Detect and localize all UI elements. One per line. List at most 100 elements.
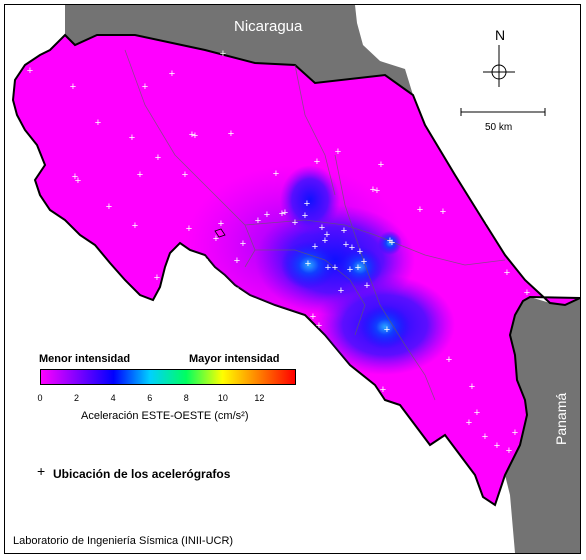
station-marker: + xyxy=(324,229,330,241)
station-marker: + xyxy=(273,168,279,180)
station-marker: + xyxy=(389,237,395,249)
north-arrow xyxy=(483,45,515,87)
station-marker: + xyxy=(106,201,112,213)
credit-text: Laboratorio de Ingeniería Sísmica (INII-… xyxy=(13,535,234,547)
station-marker: + xyxy=(132,220,138,232)
scale-bar xyxy=(460,108,546,116)
station-marker: + xyxy=(282,207,288,219)
station-marker: + xyxy=(506,445,512,457)
panama-land xyxy=(505,297,580,553)
station-marker: + xyxy=(70,81,76,93)
gulf-island xyxy=(214,228,226,238)
station-marker: + xyxy=(169,68,175,80)
station-marker: + xyxy=(349,242,355,254)
station-marker: + xyxy=(192,130,198,142)
station-marker: + xyxy=(417,204,423,216)
scale-bar-label: 50 km xyxy=(485,122,513,133)
nicaragua-land xyxy=(65,5,413,95)
legend-tick-label: 0 xyxy=(37,393,43,403)
north-arrow-label: N xyxy=(495,27,506,43)
station-marker: + xyxy=(370,184,376,196)
station-marker: + xyxy=(310,311,316,323)
station-marker: + xyxy=(440,206,446,218)
station-marker: + xyxy=(228,128,234,140)
station-marker: + xyxy=(202,254,208,266)
station-marker: + xyxy=(434,461,440,473)
station-marker: + xyxy=(482,431,488,443)
station-marker: + xyxy=(234,255,240,267)
station-marker: + xyxy=(361,256,367,268)
station-marker: + xyxy=(422,442,428,454)
station-marker: + xyxy=(512,427,518,439)
station-legend-marker: + xyxy=(37,463,46,479)
station-marker: + xyxy=(312,241,318,253)
station-marker: + xyxy=(255,215,261,227)
station-marker: + xyxy=(129,132,135,144)
station-marker: + xyxy=(355,262,361,274)
station-marker: + xyxy=(154,272,160,284)
intensity-map: + + + + + + + + + + + + + + + + + + + + + + + + + + + + + + + + + + + + + + + +… xyxy=(11,5,580,553)
station-marker: + xyxy=(347,264,353,276)
station-marker: + xyxy=(189,129,195,141)
station-marker: + xyxy=(343,239,349,251)
station-marker: + xyxy=(292,217,298,229)
station-marker: + xyxy=(338,285,344,297)
station-marker: + xyxy=(264,209,270,221)
station-marker: + xyxy=(220,48,226,60)
station-marker: + xyxy=(332,262,338,274)
station-marker: + xyxy=(446,354,452,366)
station-marker: + xyxy=(504,267,510,279)
station-marker: + xyxy=(302,210,308,222)
legend-max-label: Mayor intensidad xyxy=(189,353,280,365)
station-marker: + xyxy=(95,117,101,129)
station-marker: + xyxy=(486,218,492,230)
legend-axis-title: Aceleración ESTE-OESTE (cm/s²) xyxy=(81,410,249,422)
station-marker: + xyxy=(213,233,219,245)
legend-tick-label: 6 xyxy=(147,393,153,403)
station-marker: + xyxy=(492,220,498,232)
station-marker: + xyxy=(279,208,285,220)
map-frame: + + + + + + + + + + + + + + + + + + + + + + + + + + + + + + + + + + + + + + + +… xyxy=(4,4,581,554)
station-marker: + xyxy=(378,159,384,171)
station-marker: + xyxy=(218,218,224,230)
station-marker: + xyxy=(469,381,475,393)
station-marker: + xyxy=(488,220,494,232)
station-marker: + xyxy=(357,246,363,258)
legend-colorbar xyxy=(40,369,296,385)
station-marker: + xyxy=(364,280,370,292)
station-marker: + xyxy=(182,169,188,181)
legend-tick-label: 12 xyxy=(254,393,265,403)
station-marker: + xyxy=(137,169,143,181)
province-borders xyxy=(124,49,506,401)
station-marker: + xyxy=(322,235,328,247)
station-marker: + xyxy=(75,175,81,187)
station-markers: + + + + + + + + + + + + + + + + + + + + + + + + + + + + + + + + + + + + + + + +… xyxy=(27,48,530,510)
legend-tick-label: 2 xyxy=(74,393,80,403)
station-marker: + xyxy=(387,235,393,247)
station-marker: + xyxy=(319,222,325,234)
legend-tick-label: 10 xyxy=(217,393,228,403)
station-marker: + xyxy=(27,65,33,77)
station-marker: + xyxy=(304,198,310,210)
station-legend-label: Ubicación de los acelerógrafos xyxy=(53,467,231,481)
station-marker: + xyxy=(454,470,460,482)
station-marker: + xyxy=(305,258,311,270)
station-marker: + xyxy=(474,407,480,419)
station-marker: + xyxy=(325,262,331,274)
station-marker: + xyxy=(473,498,479,510)
station-marker: + xyxy=(494,440,500,452)
station-marker: + xyxy=(335,146,341,158)
legend-min-label: Menor intensidad xyxy=(39,353,131,365)
station-marker: + xyxy=(186,223,192,235)
station-marker: + xyxy=(466,417,472,429)
legend-tick-label: 4 xyxy=(110,393,116,403)
station-marker: + xyxy=(72,171,78,183)
station-marker: + xyxy=(316,320,322,332)
station-marker: + xyxy=(155,152,161,164)
station-marker: + xyxy=(380,384,386,396)
station-marker: + xyxy=(374,185,380,197)
country-label-nicaragua: Nicaragua xyxy=(234,18,303,35)
station-marker: + xyxy=(235,285,241,297)
legend-tick-label: 8 xyxy=(183,393,189,403)
country-label-panama: Panamá xyxy=(553,392,569,445)
